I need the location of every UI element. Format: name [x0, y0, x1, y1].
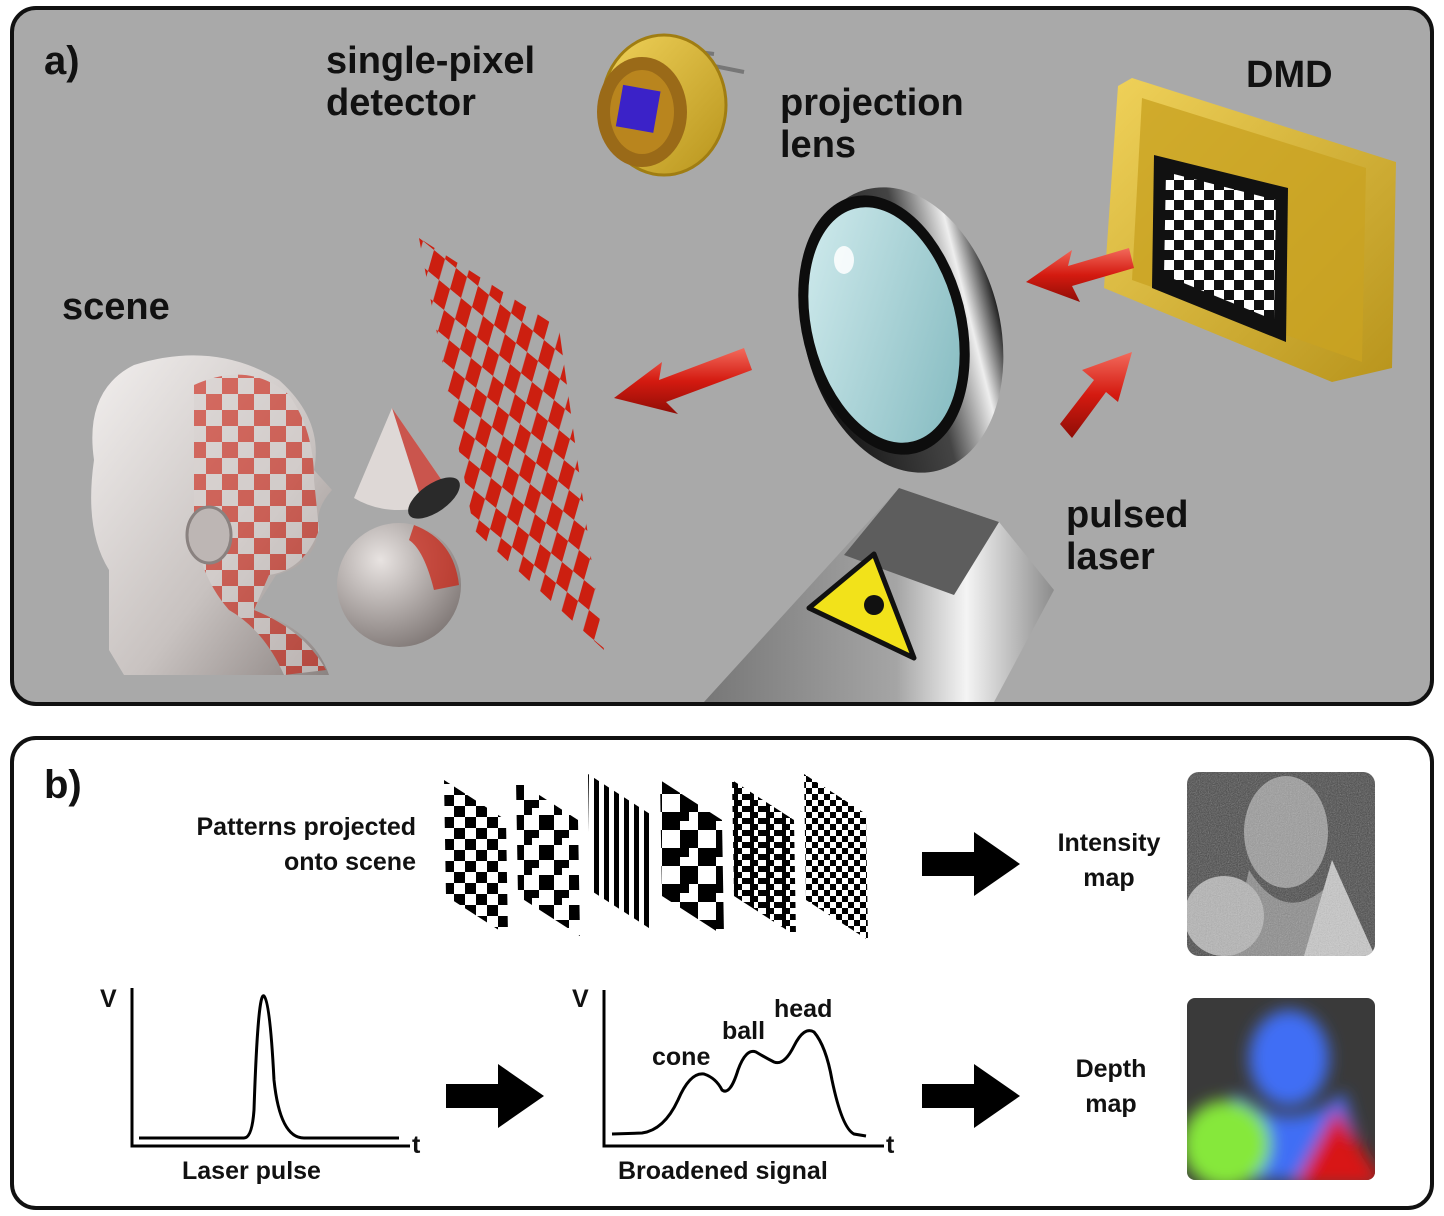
pattern-3 [588, 774, 652, 930]
beam-arrow-from-dmd [1026, 248, 1134, 302]
arrow-to-intensity [922, 832, 1020, 896]
laser-pulse-curve [139, 994, 399, 1140]
laser-plot-axes [130, 988, 410, 1148]
pulsed-laser [704, 488, 1054, 702]
laser-plot-y-label: V [100, 985, 117, 1013]
peak-label-ball: ball [722, 1017, 766, 1045]
panel-letter-b: b) [44, 763, 82, 807]
pattern-1 [444, 780, 508, 936]
peak-label-cone: cone [652, 1043, 711, 1071]
setup-illustration [91, 33, 1396, 702]
ball-object [337, 523, 461, 647]
projection-lens [798, 187, 1004, 473]
beam-arrow-from-laser [1060, 352, 1132, 438]
laser-plot-x-label: t [412, 1131, 421, 1159]
signal-plot-y-label: V [572, 985, 589, 1013]
label-patterns-projected: Patterns projected onto scene [196, 813, 416, 876]
label-projection-lens: projection lens [780, 82, 964, 166]
panel-letter-a: a) [44, 39, 80, 83]
head-bust [91, 355, 332, 675]
label-intensity-map: Intensity map [1057, 829, 1161, 892]
label-scene: scene [62, 286, 170, 328]
depth-map-image [1187, 998, 1375, 1180]
pattern-5 [732, 780, 796, 936]
arrow-to-depth [922, 1064, 1020, 1128]
single-pixel-detector [597, 33, 745, 177]
signal-plot-x-label: t [886, 1131, 895, 1159]
intensity-map-image [1187, 772, 1375, 956]
label-dmd: DMD [1246, 54, 1333, 96]
panel-a-setup: a) single-pixel detector projection lens… [10, 6, 1434, 706]
dmd-device [1104, 78, 1396, 382]
arrow-pulse-to-signal [446, 1064, 544, 1128]
signal-plot-caption: Broadened signal [618, 1157, 828, 1185]
panel-b-processing: b) Patterns projected onto scene Intensi… [10, 736, 1434, 1210]
signal-plot-axes [602, 990, 884, 1148]
projected-pattern [419, 238, 604, 650]
peak-label-head: head [774, 995, 833, 1023]
processing-illustration [130, 772, 1375, 1180]
pattern-stack [444, 774, 868, 940]
cone-object [354, 408, 460, 519]
pattern-2 [516, 780, 580, 936]
beam-arrow-to-scene [614, 348, 752, 414]
label-depth-map: Depth map [1075, 1055, 1147, 1118]
label-pulsed-laser: pulsed laser [1066, 494, 1189, 578]
broadened-signal-curve [611, 1029, 867, 1138]
broadened-signal-plot [602, 990, 884, 1148]
pattern-6 [804, 774, 868, 940]
label-single-pixel-detector: single-pixel detector [326, 40, 536, 124]
pattern-4 [660, 780, 724, 936]
laser-pulse-plot [130, 988, 410, 1148]
laser-plot-caption: Laser pulse [182, 1157, 321, 1185]
